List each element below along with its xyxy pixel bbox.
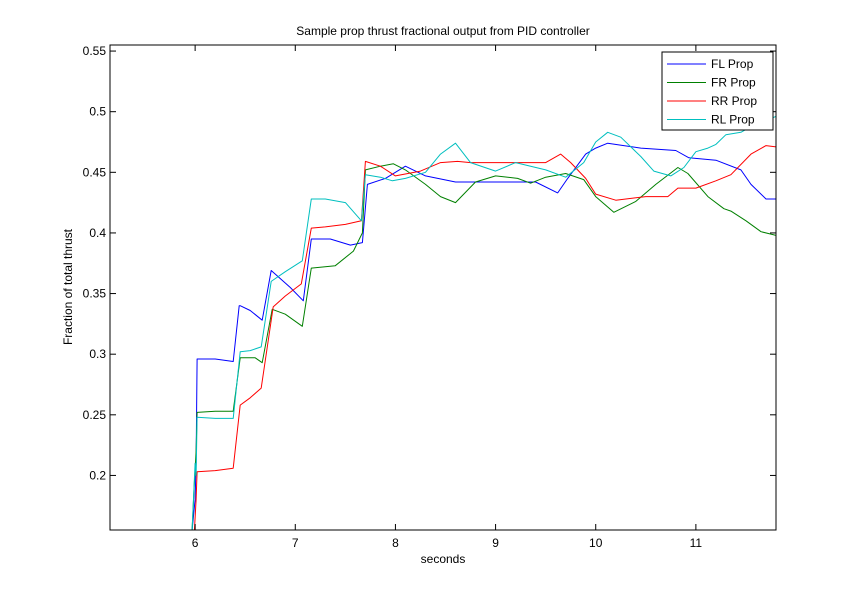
legend-label: RL Prop bbox=[711, 113, 755, 127]
axes-box bbox=[109, 44, 777, 531]
chart-title: Sample prop thrust fractional output fro… bbox=[296, 24, 589, 38]
y-tick-label: 0.25 bbox=[83, 408, 107, 422]
x-axis-label: seconds bbox=[421, 552, 466, 566]
series-layer bbox=[191, 116, 776, 530]
legend-label: FR Prop bbox=[711, 76, 756, 90]
y-tick-label: 0.55 bbox=[83, 44, 107, 58]
x-axis-ticks: 6 7 8 9 10 11 bbox=[192, 45, 703, 550]
series-line-rl-prop bbox=[191, 116, 776, 530]
x-tick-label: 8 bbox=[392, 536, 399, 550]
y-axis-label: Fraction of total thrust bbox=[61, 228, 75, 345]
y-tick-label: 0.4 bbox=[89, 226, 106, 240]
legend-label: FL Prop bbox=[711, 57, 754, 71]
x-tick-label: 11 bbox=[690, 536, 703, 550]
series-line-fr-prop bbox=[191, 163, 776, 530]
y-tick-label: 0.2 bbox=[89, 468, 106, 482]
x-tick-label: 9 bbox=[492, 536, 499, 550]
y-tick-label: 0.3 bbox=[89, 347, 106, 361]
x-tick-label: 10 bbox=[589, 536, 603, 550]
legend-label: RR Prop bbox=[711, 94, 757, 108]
legend: FL Prop FR Prop RR Prop RL Prop bbox=[661, 51, 774, 131]
y-tick-label: 0.45 bbox=[83, 165, 107, 179]
legend-box bbox=[661, 51, 774, 131]
x-tick-label: 7 bbox=[292, 536, 299, 550]
y-axis-ticks: 0.2 0.25 0.3 0.35 0.4 0.45 0.5 0.55 bbox=[83, 44, 776, 482]
y-tick-label: 0.35 bbox=[83, 287, 107, 301]
series-line-fl-prop bbox=[191, 142, 776, 530]
x-tick-label: 6 bbox=[192, 536, 199, 550]
y-tick-label: 0.5 bbox=[89, 105, 106, 119]
